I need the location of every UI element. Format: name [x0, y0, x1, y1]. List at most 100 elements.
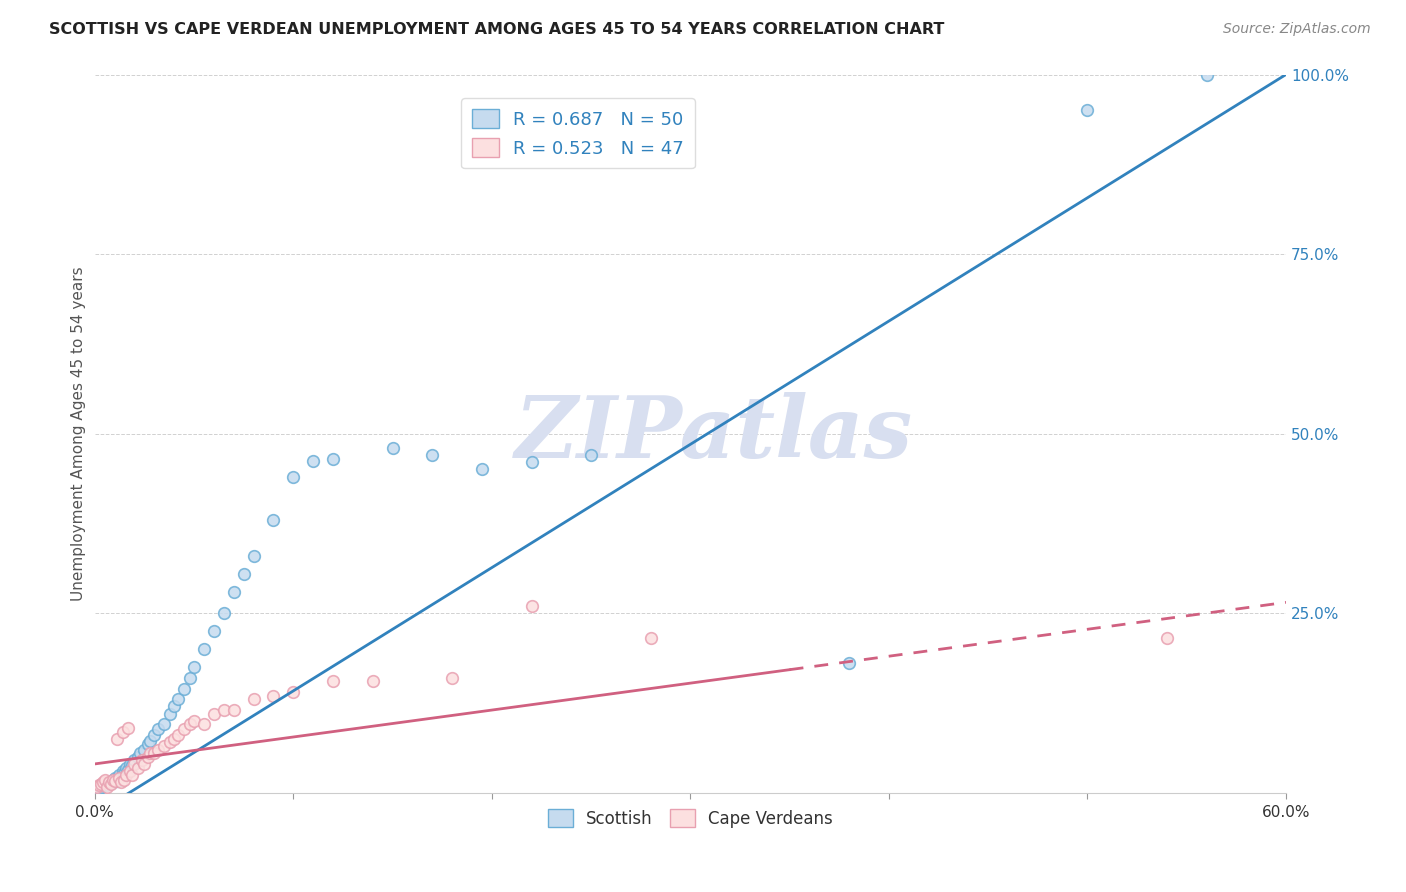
Scottish	[124, 753, 146, 767]
Scottish	[1076, 103, 1098, 118]
Cape Verdeans	[193, 717, 215, 731]
Cape Verdeans	[159, 735, 181, 749]
Scottish	[471, 462, 494, 476]
Scottish	[143, 728, 166, 742]
Scottish	[159, 706, 181, 721]
Cape Verdeans	[131, 753, 153, 767]
Cape Verdeans	[153, 739, 176, 753]
Scottish	[136, 737, 159, 751]
Cape Verdeans	[167, 728, 190, 742]
Cape Verdeans	[103, 774, 125, 789]
Cape Verdeans	[262, 689, 284, 703]
Cape Verdeans	[136, 749, 159, 764]
Scottish	[127, 749, 149, 764]
Cape Verdeans	[110, 775, 132, 789]
Cape Verdeans	[212, 703, 235, 717]
Cape Verdeans	[115, 767, 138, 781]
Scottish	[1195, 68, 1218, 82]
Cape Verdeans	[202, 706, 225, 721]
Scottish	[322, 451, 344, 466]
Cape Verdeans	[101, 772, 124, 787]
Scottish	[111, 764, 134, 778]
Cape Verdeans	[179, 717, 201, 731]
Cape Verdeans	[86, 780, 108, 794]
Scottish	[107, 767, 129, 781]
Scottish	[101, 772, 124, 787]
Cape Verdeans	[114, 772, 136, 787]
Cape Verdeans	[520, 599, 543, 613]
Scottish	[163, 699, 186, 714]
Cape Verdeans	[143, 746, 166, 760]
Scottish	[121, 758, 143, 772]
Scottish	[420, 448, 443, 462]
Scottish	[212, 606, 235, 620]
Cape Verdeans	[121, 767, 143, 781]
Scottish	[87, 782, 110, 797]
Scottish	[302, 454, 325, 468]
Scottish	[153, 717, 176, 731]
Cape Verdeans	[283, 685, 305, 699]
Scottish	[100, 776, 122, 790]
Cape Verdeans	[90, 777, 112, 791]
Cape Verdeans	[105, 731, 128, 746]
Cape Verdeans	[640, 632, 662, 646]
Scottish	[838, 657, 860, 671]
Cape Verdeans	[96, 780, 118, 794]
Scottish	[183, 660, 205, 674]
Cape Verdeans	[242, 692, 264, 706]
Scottish	[579, 448, 602, 462]
Scottish	[173, 681, 195, 696]
Cape Verdeans	[127, 760, 149, 774]
Cape Verdeans	[120, 764, 142, 778]
Scottish	[120, 756, 142, 771]
Scottish	[115, 760, 138, 774]
Scottish	[222, 584, 245, 599]
Text: SCOTTISH VS CAPE VERDEAN UNEMPLOYMENT AMONG AGES 45 TO 54 YEARS CORRELATION CHAR: SCOTTISH VS CAPE VERDEAN UNEMPLOYMENT AM…	[49, 22, 945, 37]
Scottish	[179, 671, 201, 685]
Scottish	[129, 746, 152, 760]
Cape Verdeans	[148, 742, 170, 756]
Scottish	[96, 779, 118, 793]
Scottish	[193, 642, 215, 657]
Scottish	[110, 770, 132, 784]
Cape Verdeans	[100, 777, 122, 791]
Scottish	[134, 742, 156, 756]
Cape Verdeans	[93, 772, 115, 787]
Scottish	[148, 723, 170, 737]
Scottish	[117, 763, 139, 777]
Scottish	[90, 780, 112, 794]
Cape Verdeans	[111, 724, 134, 739]
Cape Verdeans	[134, 756, 156, 771]
Cape Verdeans	[163, 731, 186, 746]
Scottish	[262, 513, 284, 527]
Text: Source: ZipAtlas.com: Source: ZipAtlas.com	[1223, 22, 1371, 37]
Legend: Scottish, Cape Verdeans: Scottish, Cape Verdeans	[541, 803, 839, 835]
Cape Verdeans	[124, 756, 146, 771]
Cape Verdeans	[139, 746, 162, 760]
Scottish	[114, 765, 136, 780]
Scottish	[139, 734, 162, 748]
Scottish	[202, 624, 225, 638]
Scottish	[283, 469, 305, 483]
Cape Verdeans	[441, 671, 464, 685]
Scottish	[520, 455, 543, 469]
Cape Verdeans	[91, 775, 114, 789]
Scottish	[93, 777, 115, 791]
Cape Verdeans	[322, 674, 344, 689]
Text: ZIPatlas: ZIPatlas	[515, 392, 914, 475]
Cape Verdeans	[173, 723, 195, 737]
Cape Verdeans	[107, 772, 129, 786]
Cape Verdeans	[222, 703, 245, 717]
Scottish	[242, 549, 264, 563]
Scottish	[103, 772, 125, 786]
Cape Verdeans	[87, 779, 110, 793]
Scottish	[232, 566, 254, 581]
Scottish	[105, 774, 128, 789]
Scottish	[381, 441, 404, 455]
Cape Verdeans	[117, 721, 139, 735]
Y-axis label: Unemployment Among Ages 45 to 54 years: Unemployment Among Ages 45 to 54 years	[72, 267, 86, 601]
Scottish	[97, 775, 120, 789]
Cape Verdeans	[183, 714, 205, 728]
Cape Verdeans	[361, 674, 384, 689]
Cape Verdeans	[1156, 632, 1178, 646]
